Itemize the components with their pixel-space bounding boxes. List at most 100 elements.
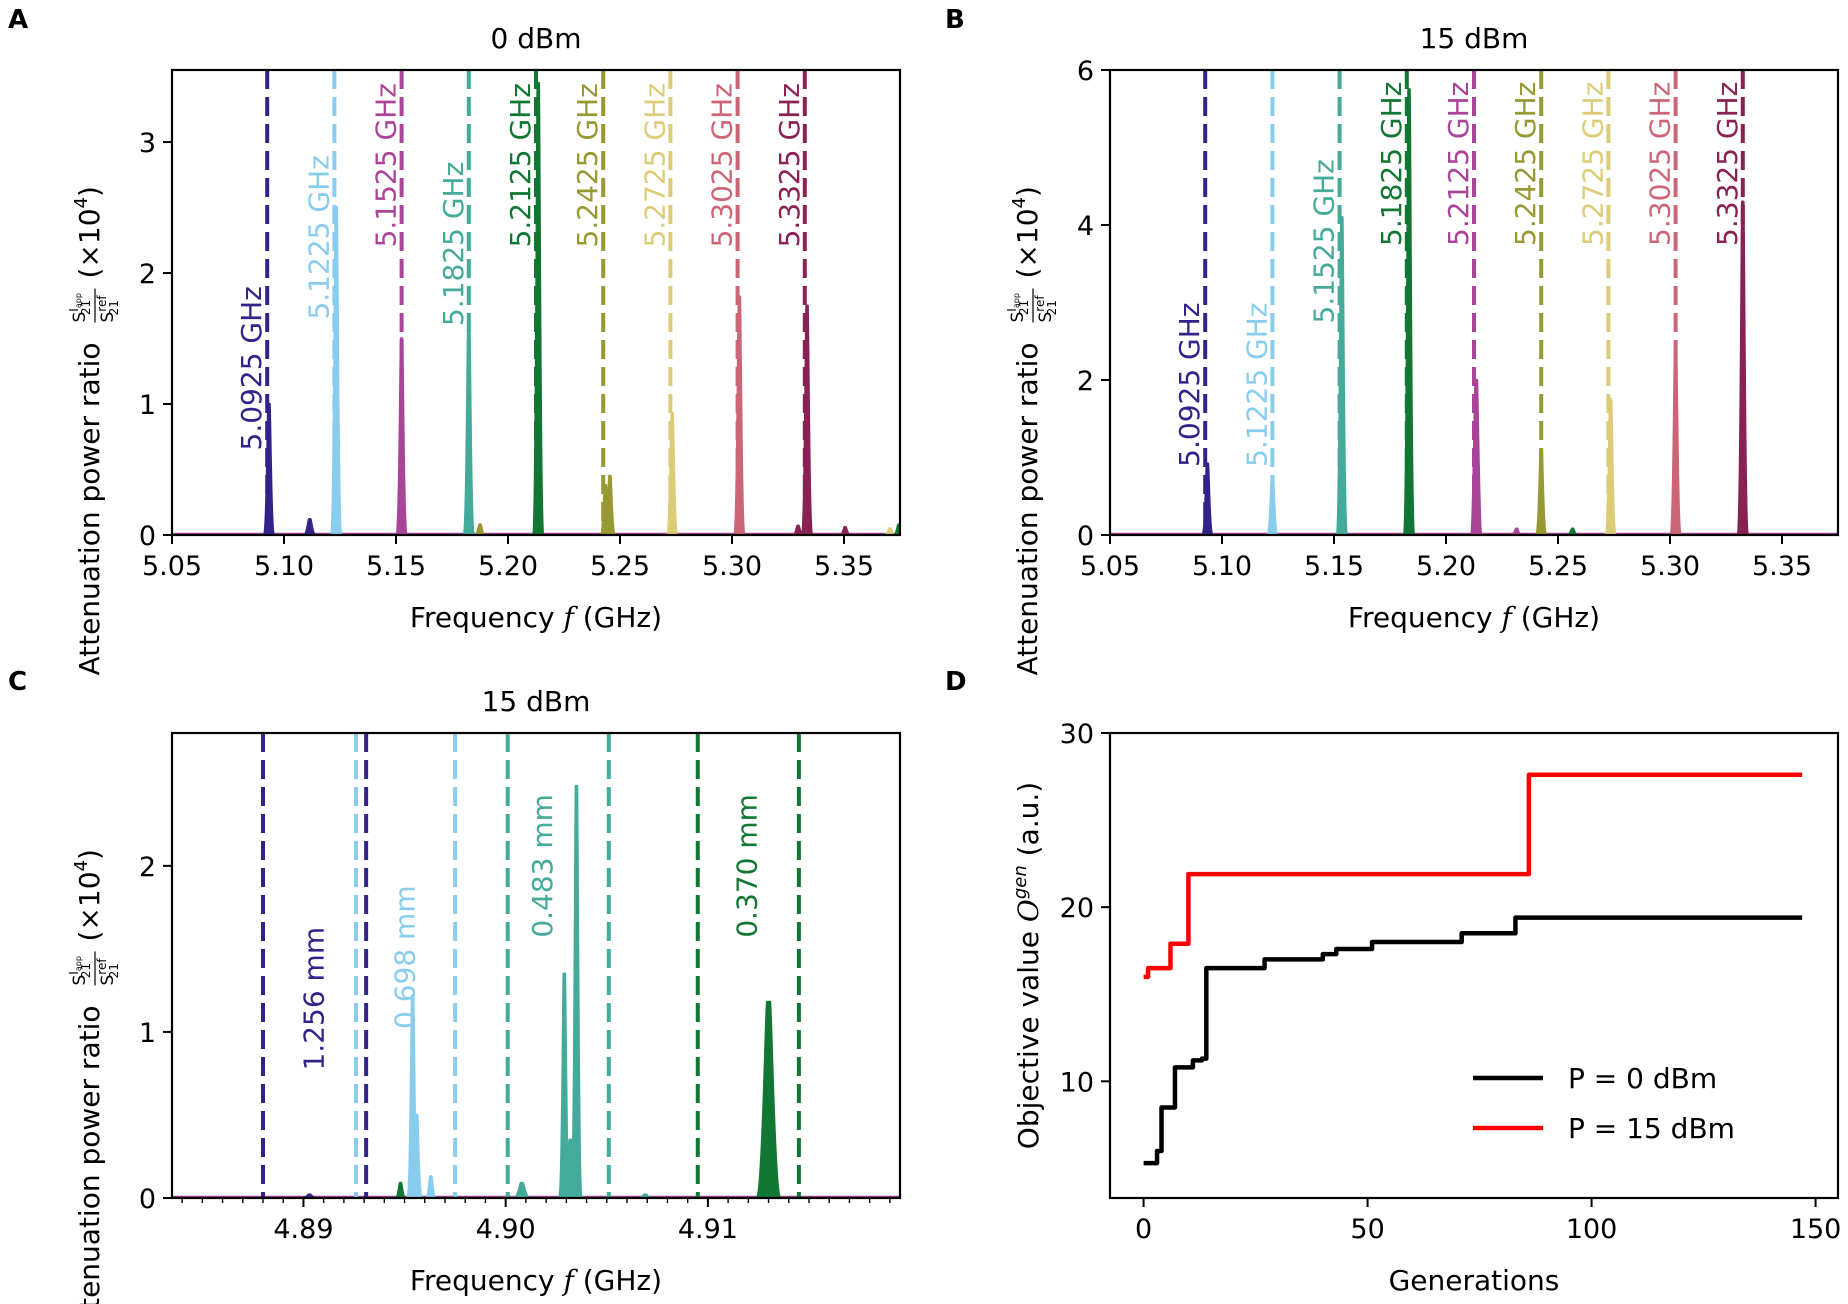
y-label-numerator: SIapp21 <box>1005 293 1031 322</box>
x-tick-label: 0 <box>1135 1214 1152 1245</box>
x-tick-label: 5.35 <box>814 551 874 582</box>
y-label-numerator: SIapp21 <box>67 293 93 322</box>
x-tick-label: 5.10 <box>254 551 314 582</box>
resonance-peak <box>1266 475 1279 535</box>
resonance-peak <box>302 518 317 535</box>
y-tick-label: 4 <box>1077 211 1094 242</box>
y-label-scale: (×104) <box>1009 186 1044 278</box>
y-label-prefix: Attenuation power ratio <box>1011 343 1044 676</box>
peak-frequency-label: 5.0925 GHz <box>235 286 268 450</box>
y-label-prefix: Attenuation power ratio <box>73 343 106 676</box>
y-label-prefix: Attenuation power ratio <box>73 1006 106 1304</box>
y-label-denominator: Sref21 <box>95 295 121 323</box>
panel-title: 15 dBm <box>482 685 591 718</box>
panel-letter: C <box>8 667 27 697</box>
y-tick-label: 10 <box>1060 1067 1094 1098</box>
x-tick-label: 100 <box>1566 1214 1618 1245</box>
peak-frequency-label: 5.1825 GHz <box>1375 82 1408 246</box>
resonance-peak <box>532 81 545 535</box>
peak-frequency-label: 5.1225 GHz <box>302 155 335 319</box>
x-tick-label: 5.15 <box>1304 551 1364 582</box>
resonance-peak <box>1469 378 1484 535</box>
resonance-peak <box>892 523 900 535</box>
x-tick-label: 5.30 <box>702 551 762 582</box>
panel-letter: D <box>945 667 967 697</box>
peak-frequency-label: 5.2125 GHz <box>1442 82 1475 246</box>
x-tick-label: 5.30 <box>1640 551 1700 582</box>
x-tick-label: 4.90 <box>476 1214 536 1245</box>
legend-label: P = 0 dBm <box>1568 1062 1717 1095</box>
resonance-peak <box>603 474 617 535</box>
axes-frame <box>1108 68 1840 537</box>
y-tick-label: 2 <box>1077 366 1094 397</box>
stub-length-label: 0.370 mm <box>730 794 763 938</box>
x-tick-label: 5.20 <box>478 551 538 582</box>
peak-frequency-label: 5.3325 GHz <box>773 83 806 247</box>
panel-a: A 5.0925 GHz 5.1225 GHz 5.1525 GHz 5.1825 GH… <box>8 5 902 676</box>
x-tick-label: 5.15 <box>366 551 426 582</box>
series-line <box>1143 772 1803 980</box>
panel-title: 15 dBm <box>1420 22 1529 55</box>
x-tick-label: 5.05 <box>142 551 202 582</box>
resonance-peak <box>473 523 487 535</box>
peak-frequency-label: 5.3025 GHz <box>1644 82 1677 246</box>
y-tick-label: 1 <box>139 390 156 421</box>
peak-frequency-label: 5.1525 GHz <box>1308 159 1341 323</box>
axes-frame <box>170 731 902 1200</box>
x-tick-label: 5.25 <box>1528 551 1588 582</box>
panel-d: D 0 50 100 150 10 20 30 Generations Objective val… <box>945 667 1841 1297</box>
resonance-peak <box>1604 398 1617 535</box>
series-line <box>1143 915 1803 1166</box>
resonance-peak <box>1335 216 1348 535</box>
peak-frequency-label: 5.3325 GHz <box>1711 82 1744 246</box>
peak-frequency-label: 5.1525 GHz <box>370 83 403 247</box>
legend: P = 0 dBm P = 15 dBm <box>1473 1062 1735 1145</box>
resonance-peak <box>1201 462 1214 535</box>
x-tick-label: 5.20 <box>1416 551 1476 582</box>
peak-frequency-label: 5.2425 GHz <box>571 83 604 247</box>
y-tick-label: 20 <box>1060 893 1094 924</box>
x-tick-label: 4.91 <box>678 1214 738 1245</box>
y-tick-label: 2 <box>139 852 156 883</box>
panel-letter: B <box>945 5 965 35</box>
x-tick-label: 5.25 <box>590 551 650 582</box>
peak-frequency-label: 5.2125 GHz <box>504 83 537 247</box>
resonance-peak <box>1535 448 1548 535</box>
peak-frequency-label: 5.1225 GHz <box>1240 303 1273 467</box>
x-tick-label: 4.89 <box>273 1214 333 1245</box>
resonance-peak <box>733 295 746 535</box>
x-tick-label: 5.35 <box>1752 551 1812 582</box>
x-axis-label: Frequency f (GHz) <box>410 1264 662 1297</box>
y-tick-label: 30 <box>1060 719 1094 750</box>
panel-letter: A <box>8 5 28 35</box>
resonance-peak <box>424 1175 437 1198</box>
legend-label: P = 15 dBm <box>1568 1112 1735 1145</box>
peak-frequency-label: 5.3025 GHz <box>706 83 739 247</box>
y-tick-label: 0 <box>1077 521 1094 552</box>
stub-length-label: 1.256 mm <box>298 927 331 1071</box>
resonance-peak <box>1736 200 1749 535</box>
resonance-peak <box>666 411 679 535</box>
panel-c: C 1.256 mm 0.698 mm 0.483 mm 0.370 mm 4.89 4.9… <box>8 667 902 1304</box>
y-tick-label: 6 <box>1077 56 1094 87</box>
y-label-denominator: Sref21 <box>1033 295 1059 323</box>
resonance-peak <box>394 1181 407 1198</box>
resonance-peak <box>570 784 583 1198</box>
panel-title: 0 dBm <box>491 22 582 55</box>
resonance-peak <box>754 1000 783 1198</box>
y-label-scale: (×104) <box>71 186 106 278</box>
peak-frequency-label: 5.0925 GHz <box>1173 303 1206 467</box>
y-axis-label: Objective value Ogen (a.u.) <box>1010 782 1045 1149</box>
axes-frame <box>1108 731 1840 1200</box>
stub-length-label: 0.698 mm <box>389 885 422 1029</box>
x-tick-label: 50 <box>1350 1214 1384 1245</box>
x-axis-label: Frequency f (GHz) <box>410 601 662 634</box>
peak-frequency-label: 5.1825 GHz <box>437 162 470 326</box>
plot-area <box>1110 70 1838 535</box>
y-label-scale: (×104) <box>71 849 106 941</box>
y-tick-label: 2 <box>139 259 156 290</box>
resonance-peak <box>1669 347 1682 535</box>
